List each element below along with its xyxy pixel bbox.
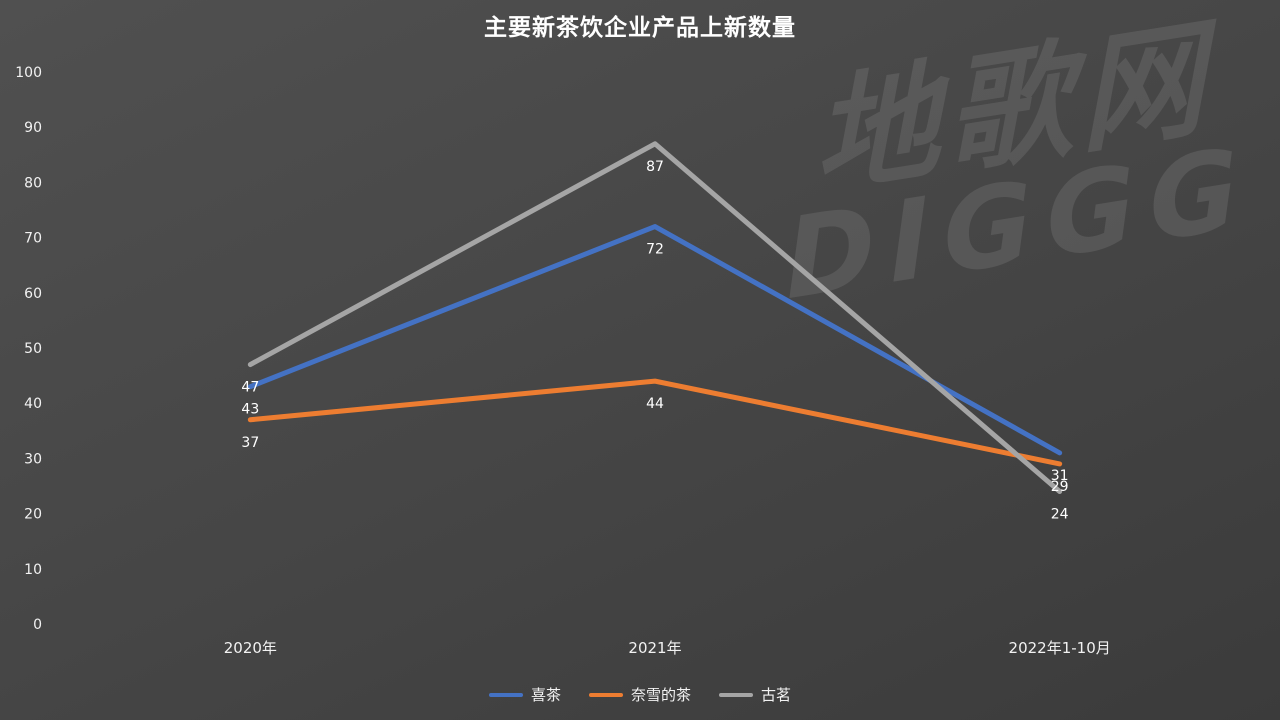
y-tick-label: 40 (24, 396, 42, 412)
legend-swatch-2 (719, 692, 753, 697)
data-label-series-2: 24 (1051, 507, 1069, 523)
legend-item-2: 古茗 (719, 684, 791, 705)
series-line-1 (247, 378, 1063, 467)
y-tick-label: 100 (15, 65, 42, 81)
data-label-series-2: 87 (646, 159, 664, 175)
y-tick-label: 60 (24, 286, 42, 302)
data-label-series-2: 47 (241, 380, 259, 396)
data-label-series-1: 37 (241, 435, 259, 451)
chart-legend: 喜茶 奈雪的茶 古茗 (0, 684, 1280, 705)
chart-title: 主要新茶饮企业产品上新数量 (484, 15, 796, 41)
y-tick-label: 10 (24, 562, 42, 578)
data-label-series-1: 44 (646, 396, 664, 412)
legend-item-1: 奈雪的茶 (588, 684, 691, 705)
series-line-2 (247, 141, 1063, 495)
y-tick-label: 50 (24, 341, 42, 357)
x-category-label: 2020年 (224, 639, 277, 657)
data-label-series-0: 72 (646, 242, 664, 258)
legend-swatch-1 (588, 692, 623, 697)
y-tick-label: 70 (24, 231, 42, 247)
y-tick-label: 0 (33, 617, 42, 633)
y-tick-label: 30 (24, 451, 42, 467)
y-tick-label: 90 (24, 120, 42, 136)
x-category-label: 2021年 (628, 639, 681, 657)
legend-swatch-0 (488, 692, 523, 697)
data-label-series-0: 31 (1051, 468, 1069, 484)
legend-label-0: 喜茶 (530, 686, 561, 704)
data-label-series-0: 43 (241, 402, 259, 418)
data-label-series-1: 29 (1051, 479, 1069, 495)
series-line-0 (247, 224, 1063, 456)
legend-label-1: 奈雪的茶 (630, 686, 691, 704)
y-tick-label: 20 (24, 507, 42, 523)
x-category-label: 2022年1-10月 (1009, 639, 1111, 657)
y-tick-label: 80 (24, 175, 42, 191)
legend-item-0: 喜茶 (488, 684, 561, 705)
legend-label-2: 古茗 (761, 686, 792, 704)
